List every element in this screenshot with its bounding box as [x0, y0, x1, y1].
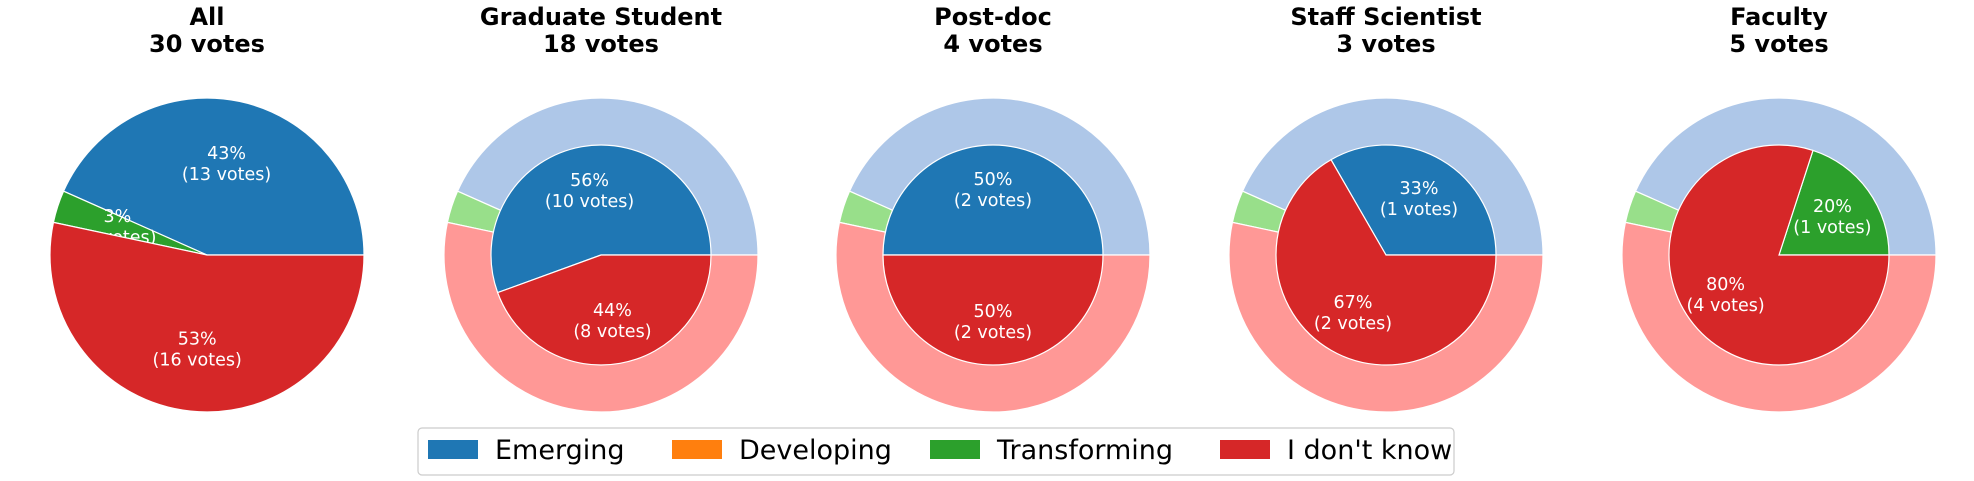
legend-swatch-transforming: [930, 440, 980, 459]
slice-pct-label: 33%: [1400, 179, 1439, 199]
slice-votes-label: (2 votes): [954, 191, 1032, 211]
slice-votes-label: (4 votes): [1687, 296, 1765, 316]
inner-pie-slice-i-don-t-know: [1668, 144, 1890, 366]
pie-slice-emerging: [62, 97, 365, 256]
slice-pct-label: 67%: [1334, 293, 1373, 313]
panel-subtitle: 5 votes: [1729, 30, 1828, 58]
slice-pct-label: 56%: [570, 171, 609, 191]
chart-legend: Emerging Developing Transforming I don't kn…: [417, 427, 1455, 476]
slice-votes-label: (1 votes): [1380, 200, 1458, 220]
panel-title: Staff Scientist: [1290, 3, 1481, 31]
inner-pie-slice-emerging: [1330, 144, 1497, 256]
slice-pct-label: 3%: [104, 207, 132, 227]
slice-pct-label: 44%: [593, 301, 632, 321]
inner-pie-slice-i-don-t-know: [1275, 158, 1497, 366]
slice-pct-label: 53%: [178, 330, 217, 350]
slice-pct-label: 50%: [974, 170, 1013, 190]
slice-pct-label: 20%: [1813, 197, 1852, 217]
slice-votes-label: (1 votes): [1793, 218, 1871, 238]
legend-label-transforming: Transforming: [996, 435, 1173, 466]
legend-swatch-developing: [672, 440, 722, 459]
slice-votes-label: (16 votes): [153, 351, 242, 371]
slice-votes-label: (8 votes): [573, 322, 651, 342]
inner-pie-slice-transforming: [1778, 149, 1890, 256]
slice-votes-label: (2 votes): [954, 323, 1032, 343]
panel-subtitle: 30 votes: [149, 30, 265, 58]
panel-title: Faculty: [1730, 3, 1828, 31]
legend-swatch-emerging: [428, 440, 478, 459]
slice-pct-label: 43%: [207, 144, 246, 164]
panel-title: All: [189, 3, 224, 31]
panel-subtitle: 3 votes: [1336, 30, 1435, 58]
pie-slice-i-don-t-know: [49, 221, 365, 413]
slice-votes-label: (10 votes): [545, 192, 634, 212]
legend-label-emerging: Emerging: [495, 435, 625, 466]
slice-pct-label: 50%: [974, 302, 1013, 322]
inner-pie-slice-i-don-t-know: [496, 254, 712, 366]
panel-subtitle: 18 votes: [543, 30, 659, 58]
panel-title: Post-doc: [934, 3, 1052, 31]
panel-subtitle: 4 votes: [943, 30, 1042, 58]
legend-swatch-i-don-t-know: [1220, 440, 1270, 459]
legend-label-developing: Developing: [739, 435, 892, 466]
inner-pie-slice-emerging: [490, 144, 712, 294]
inner-pie-slice-i-don-t-know: [882, 254, 1104, 366]
inner-pie-slice-emerging: [882, 144, 1104, 256]
legend-label-i-don-t-know: I don't know: [1287, 435, 1452, 466]
slice-votes-label: (2 votes): [1314, 314, 1392, 334]
panel-title: Graduate Student: [480, 3, 722, 31]
slice-pct-label: 80%: [1706, 275, 1745, 295]
slice-votes-label: (13 votes): [182, 165, 271, 185]
